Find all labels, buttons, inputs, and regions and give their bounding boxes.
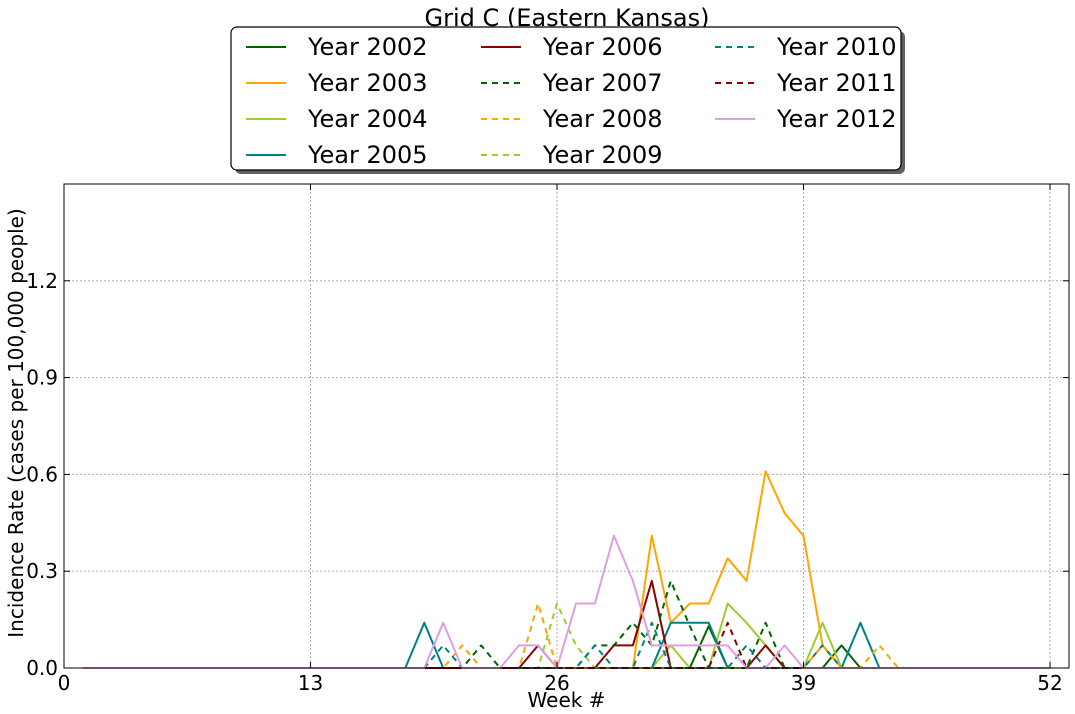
legend-label: Year 2009 — [542, 141, 663, 169]
series-lines — [83, 470, 1050, 669]
y-tick-label: 0.3 — [26, 559, 58, 583]
legend-label: Year 2008 — [542, 105, 663, 133]
series-line-year-2008 — [83, 602, 1050, 669]
legend-label: Year 2004 — [307, 105, 428, 133]
series-line-year-2012 — [83, 534, 1050, 669]
x-tick-label: 26 — [544, 671, 569, 695]
legend: Year 2002 Year 2003 Year 2004 Year 2005 Year… — [230, 26, 905, 174]
legend-label: Year 2006 — [542, 33, 663, 61]
legend-label: Year 2007 — [542, 69, 663, 97]
x-axis-ticks: 0 13 26 39 52 — [58, 184, 1063, 695]
series-line-year-2005 — [83, 621, 1050, 669]
series-line-year-2011 — [83, 621, 1050, 669]
series-line-year-2007 — [83, 579, 1050, 669]
legend-label: Year 2010 — [776, 33, 897, 61]
x-tick-label: 39 — [791, 671, 816, 695]
series-line-year-2006 — [83, 579, 1050, 669]
y-tick-label: 0.6 — [26, 462, 58, 486]
legend-label: Year 2012 — [776, 105, 897, 133]
y-tick-label: 0.9 — [26, 366, 58, 390]
legend-box — [230, 26, 902, 171]
x-tick-label: 13 — [298, 671, 323, 695]
legend-label: Year 2002 — [307, 33, 428, 61]
y-tick-label: 0.0 — [26, 656, 58, 680]
grid — [64, 184, 1069, 668]
x-tick-label: 52 — [1037, 671, 1062, 695]
y-tick-label: 1.2 — [26, 269, 58, 293]
y-axis-ticks: 0.0 0.3 0.6 0.9 1.2 — [26, 269, 1069, 680]
legend-label: Year 2005 — [307, 141, 428, 169]
x-tick-label: 0 — [58, 671, 71, 695]
legend-label: Year 2011 — [776, 69, 897, 97]
plot-area-frame — [63, 183, 1070, 669]
series-line-year-2010 — [83, 621, 1050, 669]
legend-label: Year 2003 — [307, 69, 428, 97]
y-axis-label: Incidence Rate (cases per 100,000 people… — [4, 208, 28, 637]
x-axis-label: Week # — [528, 688, 606, 712]
